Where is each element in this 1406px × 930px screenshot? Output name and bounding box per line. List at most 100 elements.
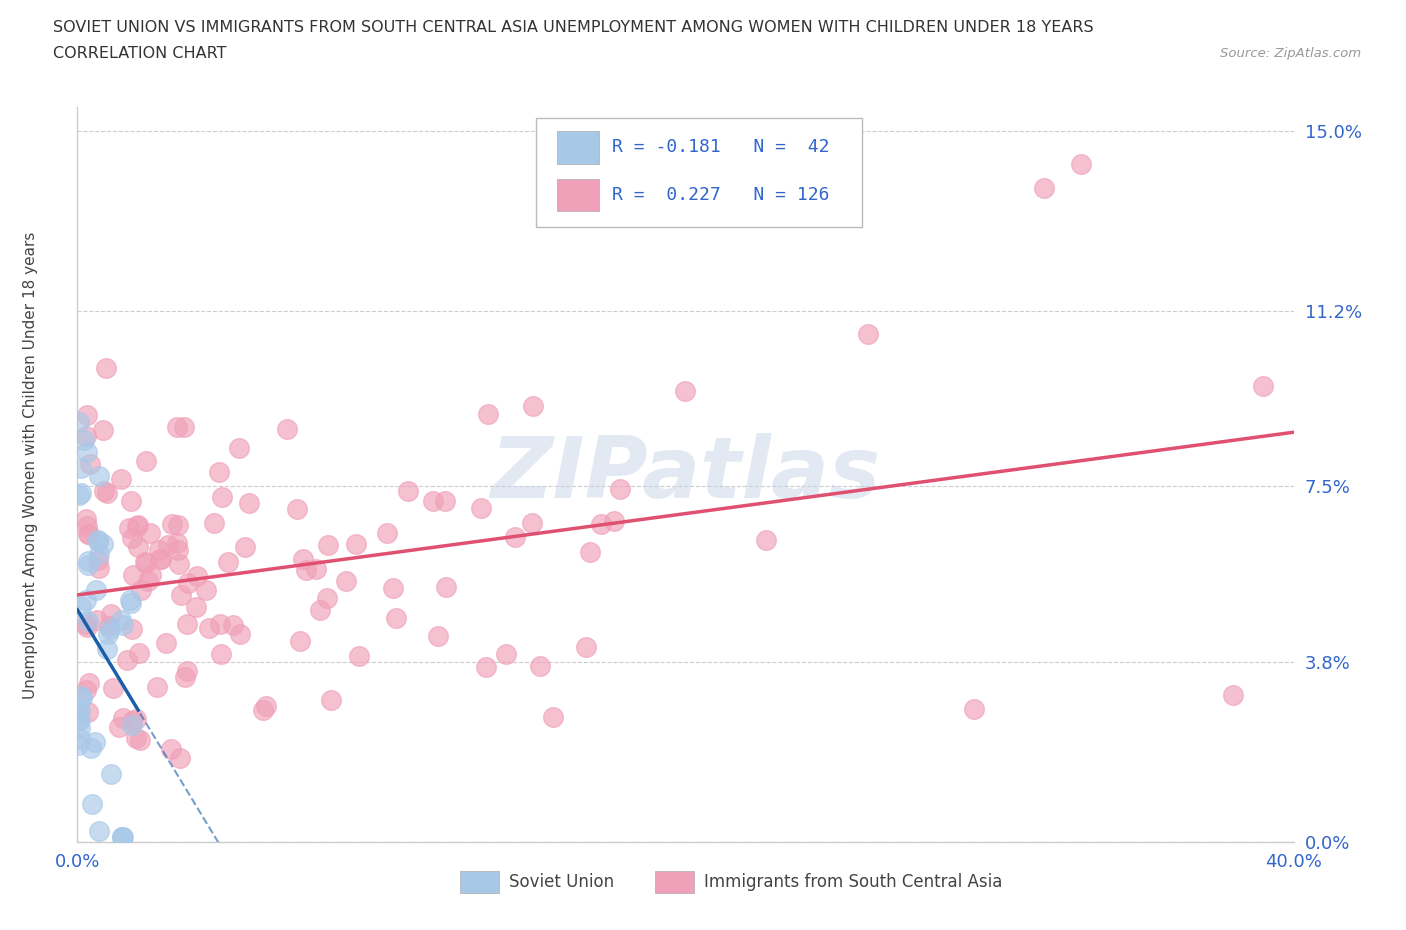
Point <box>217 554 239 569</box>
Text: Soviet Union: Soviet Union <box>509 873 614 891</box>
Point <box>315 591 337 605</box>
Point <box>347 649 370 664</box>
Point <box>89 547 111 562</box>
Point <box>101 680 124 695</box>
Text: CORRELATION CHART: CORRELATION CHART <box>53 46 226 61</box>
Point <box>148 543 170 558</box>
Point <box>228 627 250 642</box>
Point <box>290 634 312 649</box>
Point <box>84 735 107 750</box>
Point <box>166 419 188 434</box>
Point <box>77 676 100 691</box>
Point <box>77 614 100 629</box>
Point <box>344 537 367 551</box>
Point <box>309 603 332 618</box>
Point <box>211 489 233 504</box>
Point <box>96 641 118 656</box>
Point <box>120 595 142 610</box>
Point <box>541 710 564 724</box>
Point <box>79 526 101 541</box>
Point <box>111 830 134 844</box>
Point <box>70 691 93 706</box>
Text: Immigrants from South Central Asia: Immigrants from South Central Asia <box>703 873 1002 891</box>
FancyBboxPatch shape <box>655 871 695 893</box>
Point <box>80 797 103 812</box>
Point <box>529 658 551 673</box>
Point <box>67 487 90 502</box>
Point <box>66 703 89 718</box>
Point <box>84 582 107 597</box>
Point <box>66 712 89 727</box>
Point <box>503 529 526 544</box>
Point <box>287 501 309 516</box>
Point <box>75 429 97 444</box>
Point <box>375 525 398 540</box>
Text: R =  0.227   N = 126: R = 0.227 N = 126 <box>613 186 830 204</box>
Point <box>77 705 100 720</box>
Point <box>138 525 160 540</box>
Point <box>107 720 129 735</box>
FancyBboxPatch shape <box>460 871 499 893</box>
Point <box>475 659 498 674</box>
Point <box>146 679 169 694</box>
Point <box>86 612 108 627</box>
FancyBboxPatch shape <box>536 118 862 227</box>
Point <box>91 422 114 437</box>
Text: SOVIET UNION VS IMMIGRANTS FROM SOUTH CENTRAL ASIA UNEMPLOYMENT AMONG WOMEN WITH: SOVIET UNION VS IMMIGRANTS FROM SOUTH CE… <box>53 20 1094 35</box>
Point <box>111 830 134 844</box>
Point <box>202 516 225 531</box>
Point <box>121 567 143 582</box>
Point <box>96 485 118 500</box>
Point <box>155 636 177 651</box>
Point <box>166 542 188 557</box>
Point <box>124 730 146 745</box>
Point <box>221 618 243 632</box>
Point <box>477 407 499 422</box>
Point <box>120 494 142 509</box>
Point <box>129 733 152 748</box>
Point <box>522 398 544 413</box>
Point <box>422 494 444 509</box>
Point <box>186 568 208 583</box>
Point <box>579 545 602 560</box>
Point <box>118 520 141 535</box>
Point <box>1251 379 1274 393</box>
Point <box>856 327 879 342</box>
Point <box>238 496 260 511</box>
Point <box>233 539 256 554</box>
Point <box>675 384 697 399</box>
Point <box>520 515 543 530</box>
Point <box>75 592 97 607</box>
Point <box>128 645 150 660</box>
Point <box>135 556 157 571</box>
Point <box>396 484 419 498</box>
Point <box>76 519 98 534</box>
Point <box>173 419 195 434</box>
Point <box>69 460 91 475</box>
Point <box>75 512 97 526</box>
Point <box>963 701 986 716</box>
Point <box>93 484 115 498</box>
Point <box>295 563 318 578</box>
Point <box>66 737 89 752</box>
Point <box>174 670 197 684</box>
Point <box>76 408 98 423</box>
Point <box>110 472 132 486</box>
Text: ZIPatlas: ZIPatlas <box>491 432 880 516</box>
Point <box>67 415 90 430</box>
Point <box>603 513 626 528</box>
Point <box>176 617 198 631</box>
FancyBboxPatch shape <box>557 179 599 211</box>
Point <box>755 532 778 547</box>
Point <box>319 693 342 708</box>
Point <box>170 588 193 603</box>
Point <box>69 731 91 746</box>
Point <box>87 553 110 568</box>
Point <box>100 606 122 621</box>
Point <box>385 610 408 625</box>
Text: Unemployment Among Women with Children Under 18 years: Unemployment Among Women with Children U… <box>24 232 38 698</box>
Point <box>80 741 103 756</box>
Point <box>70 600 93 615</box>
Point <box>305 562 328 577</box>
Point <box>149 551 172 566</box>
